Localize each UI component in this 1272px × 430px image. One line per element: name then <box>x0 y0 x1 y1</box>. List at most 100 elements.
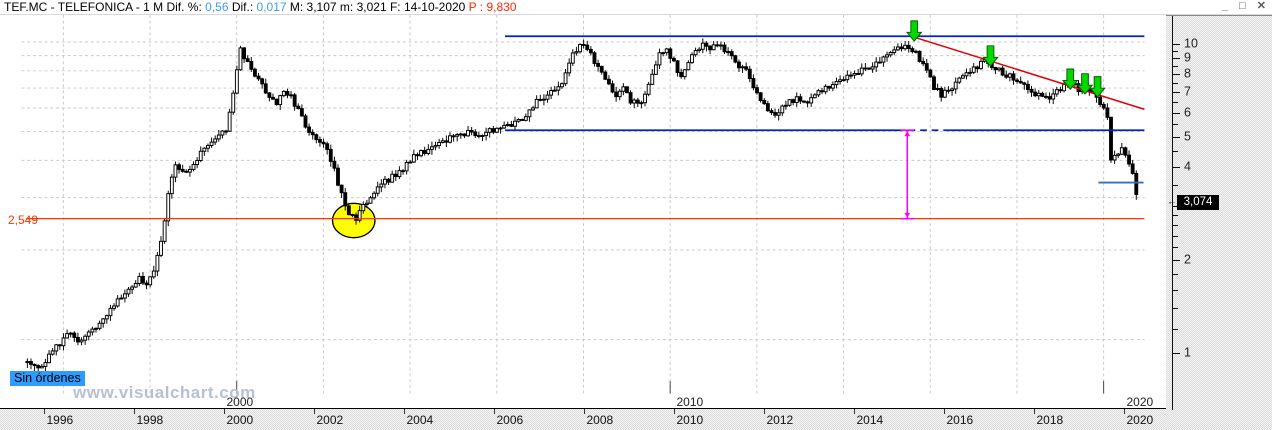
measurement-line <box>900 129 915 220</box>
maximize-icon[interactable]: □ <box>1239 0 1246 12</box>
price-tick-label: 8 <box>1184 66 1191 81</box>
price-tick <box>1173 73 1180 75</box>
quote-header-segment: m: 3,021 <box>339 0 390 14</box>
price-tick <box>1173 112 1180 114</box>
ellipse-highlight-annotation <box>331 202 376 239</box>
downtrend-line <box>913 36 1145 110</box>
price-tick <box>1173 124 1178 126</box>
sell-arrow-icon <box>1089 76 1106 98</box>
year-tick <box>223 409 225 414</box>
price-tick <box>1173 235 1178 237</box>
price-tick <box>1173 247 1178 249</box>
year-tick-label: 2016 <box>946 413 974 427</box>
price-tick <box>1173 58 1180 60</box>
sell-arrow-icon <box>1062 68 1079 90</box>
year-tick-label: 2014 <box>856 413 884 427</box>
decade-label: 2000 <box>226 395 254 409</box>
year-tick-label: 2010 <box>676 413 704 427</box>
year-tick <box>763 409 765 414</box>
year-tick-label: 2000 <box>226 413 254 427</box>
price-tick <box>1173 205 1180 207</box>
year-tick-label: 2018 <box>1036 413 1064 427</box>
last-price-arrow-icon: ← <box>1167 196 1177 208</box>
price-tick <box>1173 50 1178 52</box>
year-tick <box>403 409 405 414</box>
year-tick-label: 2008 <box>586 413 614 427</box>
price-tick-label: 2 <box>1184 252 1191 267</box>
quote-header-segment: Dif.: <box>228 0 257 14</box>
price-tick-label: 5 <box>1184 129 1191 144</box>
sell-arrows <box>905 20 1106 98</box>
year-tick <box>133 409 135 414</box>
sell-arrow-icon <box>905 20 923 42</box>
year-tick-label: 1996 <box>46 413 74 427</box>
price-tick <box>1173 353 1180 354</box>
quote-header-text: TEF.MC - TELEFONICA - 1 M Dif. %: 0,56 D… <box>4 0 517 14</box>
time-axis: 1996 1998 2000 2002 2004 2006 2008 2010 2012 2014… <box>0 408 1166 430</box>
window-controls: _ □ ✕ <box>1222 0 1266 14</box>
status-badge: Sin órdenes <box>10 371 85 386</box>
candlesticks <box>25 38 1139 374</box>
year-tick <box>673 409 675 414</box>
price-tick <box>1173 65 1178 67</box>
candlestick-plot[interactable] <box>0 15 1166 408</box>
year-tick <box>1033 409 1035 414</box>
decade-label: 2010 <box>676 395 704 409</box>
decade-label: 2020 <box>1126 395 1154 409</box>
year-tick <box>43 409 45 414</box>
gridlines <box>21 15 1145 394</box>
price-tick <box>1173 82 1178 84</box>
price-tick <box>1173 137 1180 139</box>
minimize-icon[interactable]: _ <box>1222 0 1229 12</box>
price-tick <box>1173 166 1180 168</box>
price-tick <box>1173 259 1180 261</box>
year-tick-label: 2002 <box>316 413 344 427</box>
quote-header-segment: 1 M <box>143 0 167 14</box>
year-tick-label: 2020 <box>1126 413 1154 427</box>
sell-arrow-icon <box>1076 73 1094 95</box>
price-axis-panel: 10987654321 ← 3,074 <box>1166 15 1272 430</box>
price-tick <box>1173 224 1178 226</box>
year-tick-label: 2004 <box>406 413 434 427</box>
price-tick <box>1173 214 1178 216</box>
year-tick <box>493 409 495 414</box>
price-tick-label: 6 <box>1184 105 1191 120</box>
last-price-badge: 3,074 <box>1177 195 1219 211</box>
price-tick <box>1173 44 1180 45</box>
year-tick <box>1123 409 1125 414</box>
quote-header-segment: 0,56 <box>205 0 229 14</box>
price-tick-label: 4 <box>1184 159 1191 174</box>
year-tick-label: 2006 <box>496 413 524 427</box>
price-tick-label: 7 <box>1184 84 1191 99</box>
year-tick <box>853 409 855 414</box>
year-tick <box>943 409 945 414</box>
price-tick <box>1173 151 1178 153</box>
price-tick <box>1173 184 1178 186</box>
year-tick <box>313 409 315 414</box>
quote-header-bar: TEF.MC - TELEFONICA - 1 M Dif. %: 0,56 D… <box>0 0 1272 15</box>
quote-header-segment: 0,017 <box>256 0 287 14</box>
chart-plot-area[interactable]: 2,549 Sin órdenes www.visualchart.com 20… <box>0 15 1166 409</box>
decade-ticks <box>236 381 1105 394</box>
price-tick <box>1173 274 1178 276</box>
close-icon[interactable]: ✕ <box>1256 0 1266 12</box>
sell-arrow-icon <box>982 45 999 67</box>
price-axis-line <box>1172 16 1173 410</box>
price-tick <box>1173 91 1180 93</box>
price-tick-label: 1 <box>1184 345 1191 360</box>
watermark-text: www.visualchart.com <box>73 383 256 402</box>
price-tick <box>1173 307 1178 309</box>
year-tick-label: 2012 <box>766 413 794 427</box>
quote-header-segment: TEF.MC - TELEFONICA - <box>4 0 144 14</box>
price-tick <box>1173 101 1178 103</box>
price-tick-label: 10 <box>1184 36 1198 51</box>
year-tick <box>583 409 585 414</box>
price-tick <box>1173 289 1178 291</box>
quote-header-segment: P : 9,830 <box>468 0 517 14</box>
quote-header-segment: Dif. %: <box>166 0 206 14</box>
quote-header-segment: M: 3,107 <box>286 0 340 14</box>
price-tick <box>1173 328 1178 330</box>
alert-level-label: 2,549 <box>8 213 39 227</box>
year-tick-label: 1998 <box>136 413 164 427</box>
